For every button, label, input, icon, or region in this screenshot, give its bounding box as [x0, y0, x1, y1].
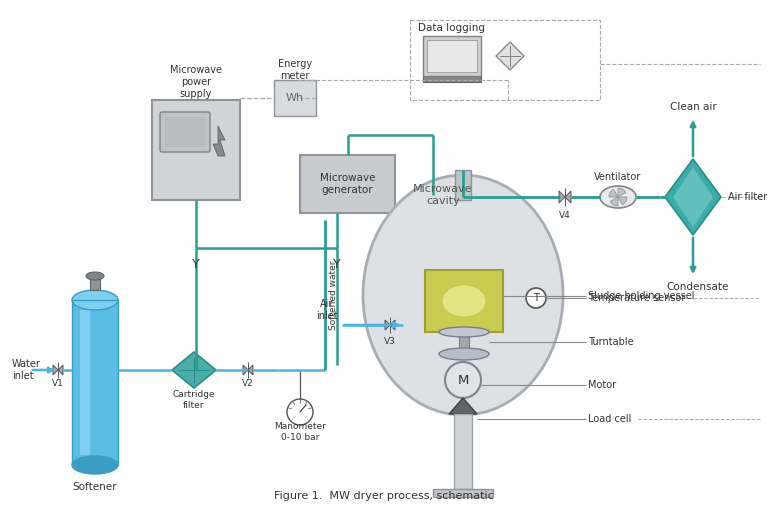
Text: Softened water: Softened water — [329, 260, 337, 330]
Bar — [80, 310, 90, 455]
Text: Softener: Softener — [73, 482, 118, 492]
Text: Turntable: Turntable — [588, 337, 634, 347]
Polygon shape — [213, 126, 225, 156]
Text: V2: V2 — [242, 379, 254, 387]
Text: Cartridge
filter: Cartridge filter — [173, 390, 215, 410]
Text: Temperature sensor: Temperature sensor — [588, 293, 685, 303]
Text: Microwave
cavity: Microwave cavity — [413, 184, 473, 206]
Polygon shape — [673, 167, 713, 227]
Text: Y: Y — [333, 258, 341, 271]
Text: M: M — [457, 374, 468, 386]
Polygon shape — [385, 320, 390, 330]
Polygon shape — [565, 191, 571, 203]
Text: Manometer
0-10 bar: Manometer 0-10 bar — [274, 422, 326, 442]
Text: V4: V4 — [559, 210, 571, 220]
Polygon shape — [248, 365, 253, 375]
FancyBboxPatch shape — [160, 112, 210, 152]
Ellipse shape — [86, 272, 104, 280]
Text: Energy
meter: Energy meter — [278, 59, 312, 81]
Bar — [90, 276, 100, 290]
Text: Wh: Wh — [286, 93, 304, 103]
Wedge shape — [618, 197, 627, 205]
Bar — [410, 20, 600, 100]
FancyBboxPatch shape — [425, 270, 503, 332]
Text: Sludge holding vessel: Sludge holding vessel — [588, 291, 694, 301]
Circle shape — [526, 288, 546, 308]
Text: Load cell: Load cell — [588, 414, 631, 424]
Text: Condensate: Condensate — [667, 282, 729, 292]
Text: Microwave
generator: Microwave generator — [319, 173, 376, 195]
Text: Motor: Motor — [588, 380, 616, 390]
Polygon shape — [172, 352, 216, 388]
Text: Air filter: Air filter — [728, 192, 767, 202]
Polygon shape — [243, 365, 248, 375]
Ellipse shape — [600, 186, 636, 208]
Bar — [423, 76, 481, 82]
FancyBboxPatch shape — [152, 100, 240, 200]
Text: T: T — [533, 293, 539, 303]
Bar — [433, 489, 493, 497]
FancyBboxPatch shape — [300, 155, 395, 213]
Ellipse shape — [363, 175, 563, 415]
Bar — [427, 40, 477, 72]
Polygon shape — [53, 365, 58, 375]
Polygon shape — [390, 320, 395, 330]
Bar — [165, 117, 205, 147]
Text: V1: V1 — [52, 379, 64, 387]
Polygon shape — [449, 398, 477, 414]
Bar — [72, 300, 118, 465]
Wedge shape — [609, 189, 618, 197]
FancyBboxPatch shape — [274, 80, 316, 116]
Text: Ventilator: Ventilator — [594, 172, 641, 182]
Bar — [459, 332, 469, 354]
Circle shape — [287, 399, 313, 425]
Ellipse shape — [72, 456, 118, 474]
Polygon shape — [496, 42, 524, 70]
Text: Microwave
power
supply: Microwave power supply — [170, 65, 222, 98]
Polygon shape — [58, 365, 63, 375]
Polygon shape — [665, 159, 721, 235]
Ellipse shape — [442, 285, 485, 316]
Text: Y: Y — [192, 258, 200, 271]
Text: Water
inlet: Water inlet — [12, 359, 41, 381]
Ellipse shape — [439, 348, 489, 360]
Bar — [454, 414, 472, 489]
FancyBboxPatch shape — [423, 36, 481, 76]
Wedge shape — [611, 197, 618, 206]
Text: Figure 1.  MW dryer process, schematic: Figure 1. MW dryer process, schematic — [274, 491, 494, 501]
Ellipse shape — [72, 290, 118, 310]
Ellipse shape — [439, 327, 489, 337]
Circle shape — [445, 362, 481, 398]
Text: Data logging: Data logging — [419, 23, 485, 33]
Text: Air
inlet: Air inlet — [316, 299, 338, 321]
Bar — [455, 170, 471, 200]
Polygon shape — [559, 191, 565, 203]
Text: V3: V3 — [384, 337, 396, 345]
Wedge shape — [618, 188, 626, 197]
Text: Clean air: Clean air — [670, 102, 717, 112]
Bar — [72, 300, 118, 465]
